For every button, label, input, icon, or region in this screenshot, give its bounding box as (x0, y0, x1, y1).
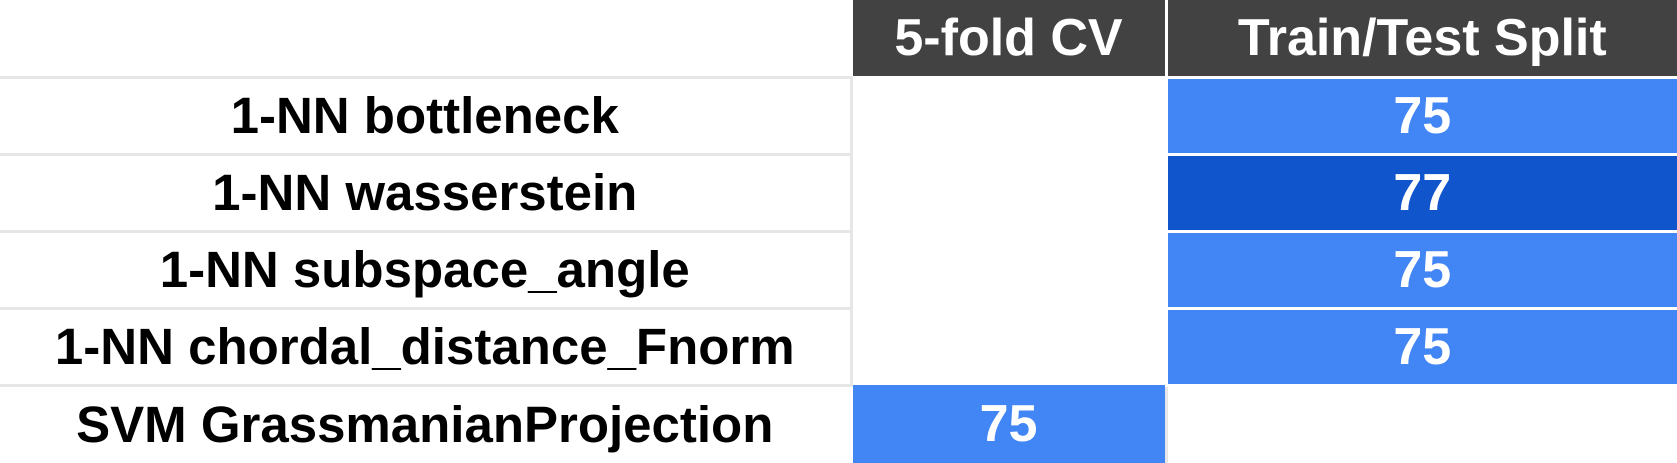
value-cell (849, 77, 1166, 154)
column-header-train-test-split: Train/Test Split (1164, 0, 1677, 79)
row-label: 1-NN chordal_distance_Fnorm (0, 308, 851, 387)
value-cell: 75 (1164, 231, 1677, 310)
column-header-5-fold-cv: 5-fold CV (849, 0, 1166, 79)
value-cell (1164, 385, 1677, 463)
row-label: 1-NN bottleneck (0, 77, 851, 156)
value-cell: 75 (1164, 77, 1677, 156)
corner-cell (0, 0, 851, 79)
value-cell (849, 231, 1166, 308)
row-label: SVM GrassmanianProjection (0, 385, 851, 463)
row-label: 1-NN wasserstein (0, 154, 851, 233)
row-label: 1-NN subspace_angle (0, 231, 851, 310)
value-cell (849, 154, 1166, 231)
value-cell (849, 308, 1166, 385)
header-row: 5-fold CV Train/Test Split (0, 0, 1677, 79)
table-row: 1-NN subspace_angle 75 (0, 231, 1677, 310)
value-cell: 77 (1164, 154, 1677, 233)
table-row: SVM GrassmanianProjection 75 (0, 385, 1677, 463)
table-row: 1-NN bottleneck 75 (0, 77, 1677, 156)
table-row: 1-NN chordal_distance_Fnorm 75 (0, 308, 1677, 387)
table-row: 1-NN wasserstein 77 (0, 154, 1677, 233)
value-cell: 75 (849, 385, 1166, 463)
value-cell: 75 (1164, 308, 1677, 387)
